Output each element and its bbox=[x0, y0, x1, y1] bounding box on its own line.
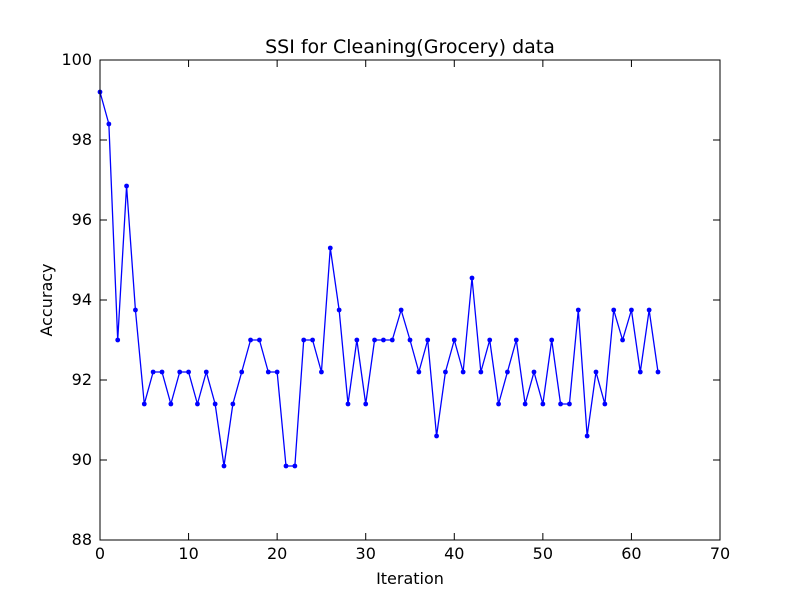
data-point bbox=[203, 369, 209, 375]
data-point bbox=[168, 401, 174, 407]
x-tick-label: 20 bbox=[267, 544, 287, 563]
data-point bbox=[629, 307, 634, 313]
x-tick-label: 60 bbox=[621, 544, 641, 563]
data-point bbox=[283, 463, 289, 469]
data-point bbox=[248, 337, 253, 343]
data-point bbox=[425, 337, 431, 343]
y-tick-label: 96 bbox=[72, 210, 92, 229]
data-point bbox=[469, 275, 475, 281]
data-point bbox=[327, 245, 333, 251]
data-point bbox=[460, 369, 466, 375]
series-0-line bbox=[99, 91, 659, 467]
data-point bbox=[310, 337, 315, 343]
y-tick-label: 88 bbox=[72, 530, 92, 549]
data-point bbox=[567, 401, 572, 407]
data-point bbox=[186, 369, 191, 375]
data-point bbox=[336, 307, 342, 313]
data-point bbox=[133, 307, 138, 313]
data-point bbox=[487, 337, 493, 343]
data-point bbox=[549, 337, 555, 343]
data-point bbox=[575, 307, 581, 313]
data-point bbox=[230, 401, 236, 407]
data-point bbox=[637, 369, 643, 375]
data-point bbox=[496, 401, 501, 407]
data-point bbox=[319, 369, 324, 375]
x-axis-label: Iteration bbox=[376, 569, 444, 588]
data-point bbox=[558, 401, 563, 407]
data-point bbox=[221, 463, 227, 469]
data-point bbox=[274, 369, 280, 375]
data-point bbox=[655, 369, 661, 375]
chart-title: SSI for Cleaning(Grocery) data bbox=[265, 36, 555, 58]
x-tick-label: 10 bbox=[178, 544, 198, 563]
y-tick-label: 92 bbox=[72, 370, 92, 389]
data-point bbox=[292, 463, 298, 469]
y-tick-label: 98 bbox=[72, 130, 92, 149]
data-point bbox=[602, 401, 608, 407]
data-point bbox=[141, 401, 147, 407]
data-point bbox=[513, 337, 519, 343]
data-point bbox=[478, 369, 484, 375]
data-point bbox=[372, 337, 377, 343]
data-point bbox=[389, 337, 395, 343]
x-tick-label: 50 bbox=[533, 544, 553, 563]
data-point bbox=[257, 337, 262, 343]
data-point bbox=[115, 337, 121, 343]
data-point bbox=[646, 307, 652, 313]
data-point bbox=[593, 369, 599, 375]
data-point bbox=[531, 369, 537, 375]
series-layer bbox=[97, 89, 661, 469]
x-tick-label: 30 bbox=[356, 544, 376, 563]
data-point bbox=[505, 369, 510, 375]
x-tick-label: 40 bbox=[444, 544, 464, 563]
data-point bbox=[381, 337, 386, 343]
data-point bbox=[522, 401, 528, 407]
data-point bbox=[265, 369, 271, 375]
data-point bbox=[345, 401, 351, 407]
data-point bbox=[159, 369, 165, 375]
data-point bbox=[620, 337, 625, 343]
y-tick-label: 100 bbox=[61, 50, 92, 69]
data-point bbox=[212, 401, 218, 407]
data-point bbox=[434, 433, 439, 439]
data-point bbox=[451, 337, 457, 343]
data-point bbox=[150, 369, 156, 375]
data-point bbox=[398, 307, 404, 313]
data-point bbox=[363, 401, 369, 407]
tick-layer: 0 10 20 30 40 50 60 70 88 90 92 94 96 98 100 bbox=[61, 50, 730, 563]
data-point bbox=[124, 183, 129, 189]
x-tick-label: 0 bbox=[95, 544, 105, 563]
data-point bbox=[106, 121, 112, 127]
data-point bbox=[177, 369, 183, 375]
y-axis-label: Accuracy bbox=[37, 263, 56, 336]
plot-area-frame bbox=[99, 59, 721, 541]
x-tick-label: 70 bbox=[710, 544, 730, 563]
data-point bbox=[584, 433, 590, 439]
data-point bbox=[416, 369, 422, 375]
y-tick-label: 90 bbox=[72, 450, 92, 469]
data-point bbox=[540, 401, 546, 407]
data-point bbox=[611, 307, 617, 313]
data-point bbox=[301, 337, 307, 343]
data-point bbox=[354, 337, 360, 343]
data-point bbox=[407, 337, 413, 343]
data-point bbox=[195, 401, 200, 407]
data-point bbox=[443, 369, 448, 375]
data-point bbox=[239, 369, 245, 375]
y-tick-label: 94 bbox=[72, 290, 92, 309]
